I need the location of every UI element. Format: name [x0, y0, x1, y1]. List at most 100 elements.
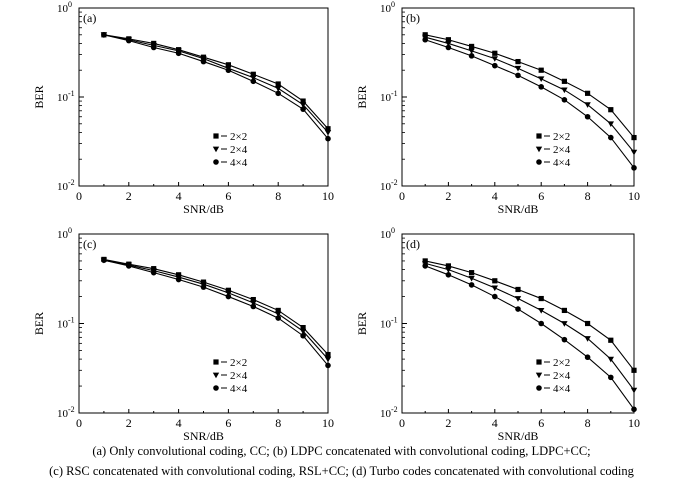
chart-panel-3: 0 2 4 6 8 10 100 10-1 10-2 SNR/dB BER (d) 2×22×44×4	[355, 226, 640, 443]
series-line-1	[425, 36, 635, 153]
data-point	[468, 48, 475, 55]
y-tick-label: 10-1	[380, 89, 398, 104]
data-point	[538, 84, 544, 90]
data-point	[585, 320, 591, 327]
legend-label-0: 2×2	[553, 357, 570, 369]
x-tick-label: 0	[399, 416, 405, 430]
data-point	[300, 324, 306, 331]
panel-label: (a)	[83, 11, 96, 25]
data-point	[422, 263, 429, 269]
data-point	[515, 58, 521, 65]
data-point	[538, 295, 544, 302]
panel-label: (d)	[406, 237, 420, 251]
series-line-0	[425, 260, 635, 371]
data-point	[514, 65, 522, 72]
y-tick-label: 10-2	[380, 405, 398, 420]
data-point	[538, 76, 545, 83]
y-tick-label: 100	[380, 0, 395, 15]
legend-label-1: 2×4	[553, 144, 571, 156]
x-tick-label: 8	[585, 189, 591, 203]
x-tick-label: 0	[76, 416, 82, 430]
data-point	[514, 296, 522, 302]
data-point	[325, 135, 331, 142]
legend-marker-0	[213, 359, 219, 365]
y-tick-label: 10-1	[57, 316, 75, 331]
data-point	[631, 165, 637, 171]
data-point	[608, 337, 614, 343]
panel-label: (c)	[83, 237, 96, 251]
plot-frame	[78, 233, 329, 414]
data-point	[468, 53, 475, 59]
data-point	[275, 311, 282, 318]
caption-line-2: (c) RSC concatenated with convolutional …	[49, 464, 634, 478]
y-tick-label: 10-2	[57, 405, 75, 420]
data-point	[607, 356, 614, 363]
data-point	[607, 121, 614, 127]
x-axis-label: SNR/dB	[498, 429, 539, 443]
data-point	[250, 78, 257, 85]
legend-label-2: 4×4	[230, 383, 248, 395]
data-point	[561, 321, 568, 327]
legend-marker-1	[535, 146, 543, 153]
data-point	[492, 278, 498, 284]
data-point	[561, 307, 567, 314]
legend-label-0: 2×2	[553, 131, 570, 143]
data-point	[225, 293, 232, 300]
x-tick-label: 2	[445, 189, 451, 203]
data-point	[538, 67, 544, 73]
plot-frame	[401, 7, 635, 187]
y-tick-label: 100	[380, 226, 395, 241]
data-point	[225, 62, 231, 68]
data-point	[515, 286, 521, 293]
y-tick-label: 100	[57, 0, 72, 15]
x-tick-label: 4	[176, 189, 182, 203]
data-point	[422, 36, 429, 43]
figure-caption: (a) Only convolutional coding, CC; (b) L…	[0, 441, 683, 481]
legend-marker-2	[536, 159, 542, 165]
data-point	[631, 406, 637, 413]
x-tick-label: 8	[275, 416, 281, 430]
data-point	[630, 149, 638, 156]
data-point	[225, 287, 231, 293]
data-point	[608, 374, 614, 381]
data-point	[561, 78, 567, 84]
data-point	[585, 90, 591, 96]
y-axis-label: BER	[32, 85, 46, 108]
y-tick-label: 10-1	[57, 89, 75, 104]
data-point	[468, 282, 475, 288]
x-tick-label: 4	[492, 189, 498, 203]
data-point	[275, 307, 281, 314]
data-point	[584, 113, 591, 120]
data-point	[175, 276, 182, 283]
data-point	[126, 263, 132, 269]
series-line-2	[103, 34, 329, 140]
y-axis-label: BER	[32, 312, 46, 335]
data-point	[200, 58, 207, 65]
data-point	[445, 41, 452, 47]
data-point	[538, 308, 545, 314]
data-point	[630, 387, 638, 394]
data-point	[538, 320, 544, 327]
series-line-1	[103, 259, 329, 360]
x-axis-label: SNR/dB	[498, 202, 539, 216]
data-point	[584, 336, 591, 342]
x-tick-label: 6	[225, 189, 231, 203]
data-point	[492, 50, 498, 56]
legend-label-1: 2×4	[230, 370, 248, 382]
y-tick-label: 10-2	[57, 178, 75, 193]
x-tick-label: 10	[628, 416, 640, 430]
legend-marker-1	[212, 372, 220, 379]
y-axis-label: BER	[355, 85, 369, 108]
x-tick-label: 8	[585, 416, 591, 430]
data-point	[275, 85, 282, 92]
data-point	[422, 258, 428, 264]
legend-marker-1	[535, 372, 543, 379]
data-point	[561, 87, 568, 94]
x-tick-label: 2	[445, 416, 451, 430]
series-line-0	[425, 34, 635, 138]
x-tick-label: 10	[322, 416, 334, 430]
data-point	[325, 351, 331, 358]
legend-label-1: 2×4	[553, 370, 571, 382]
y-tick-label: 10-2	[380, 178, 398, 193]
